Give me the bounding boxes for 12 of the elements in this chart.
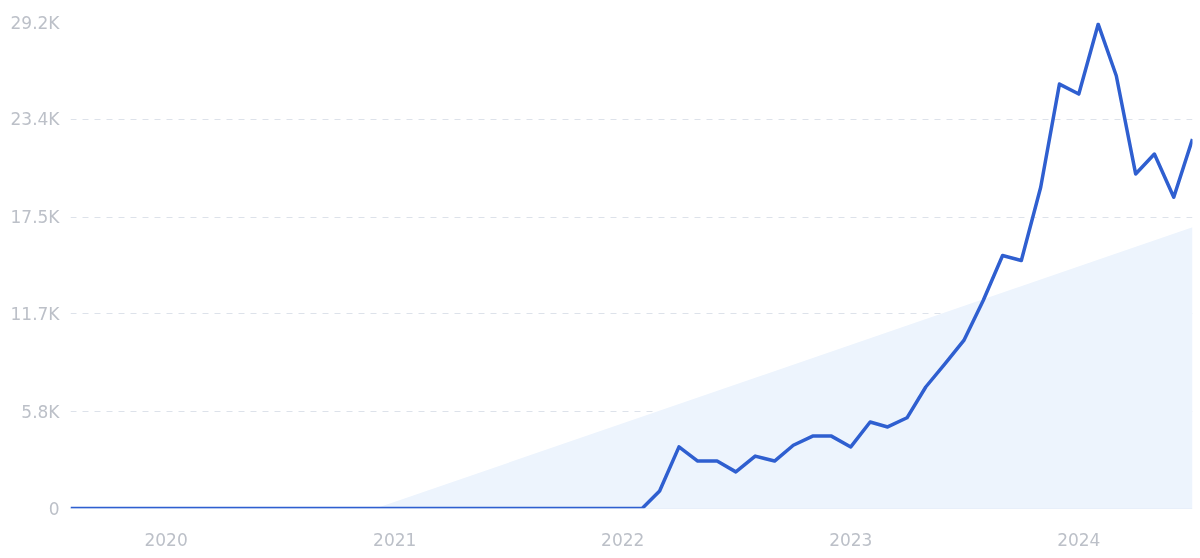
x-tick-label: 2023 [829, 529, 873, 550]
line-series [70, 22, 1193, 509]
x-tick-label: 2024 [1057, 529, 1101, 550]
y-tick-label: 0 [48, 498, 60, 519]
y-tick-label: 29.2K [10, 12, 61, 33]
y-tick-label: 23.4K [10, 109, 61, 130]
y-tick-label: 5.8K [21, 401, 61, 422]
x-tick-label: 2021 [373, 529, 417, 550]
y-tick-label: 17.5K [10, 207, 61, 228]
x-tick-label: 2020 [144, 529, 188, 550]
y-tick-label: 11.7K [10, 303, 61, 324]
x-tick-label: 2022 [601, 529, 645, 550]
